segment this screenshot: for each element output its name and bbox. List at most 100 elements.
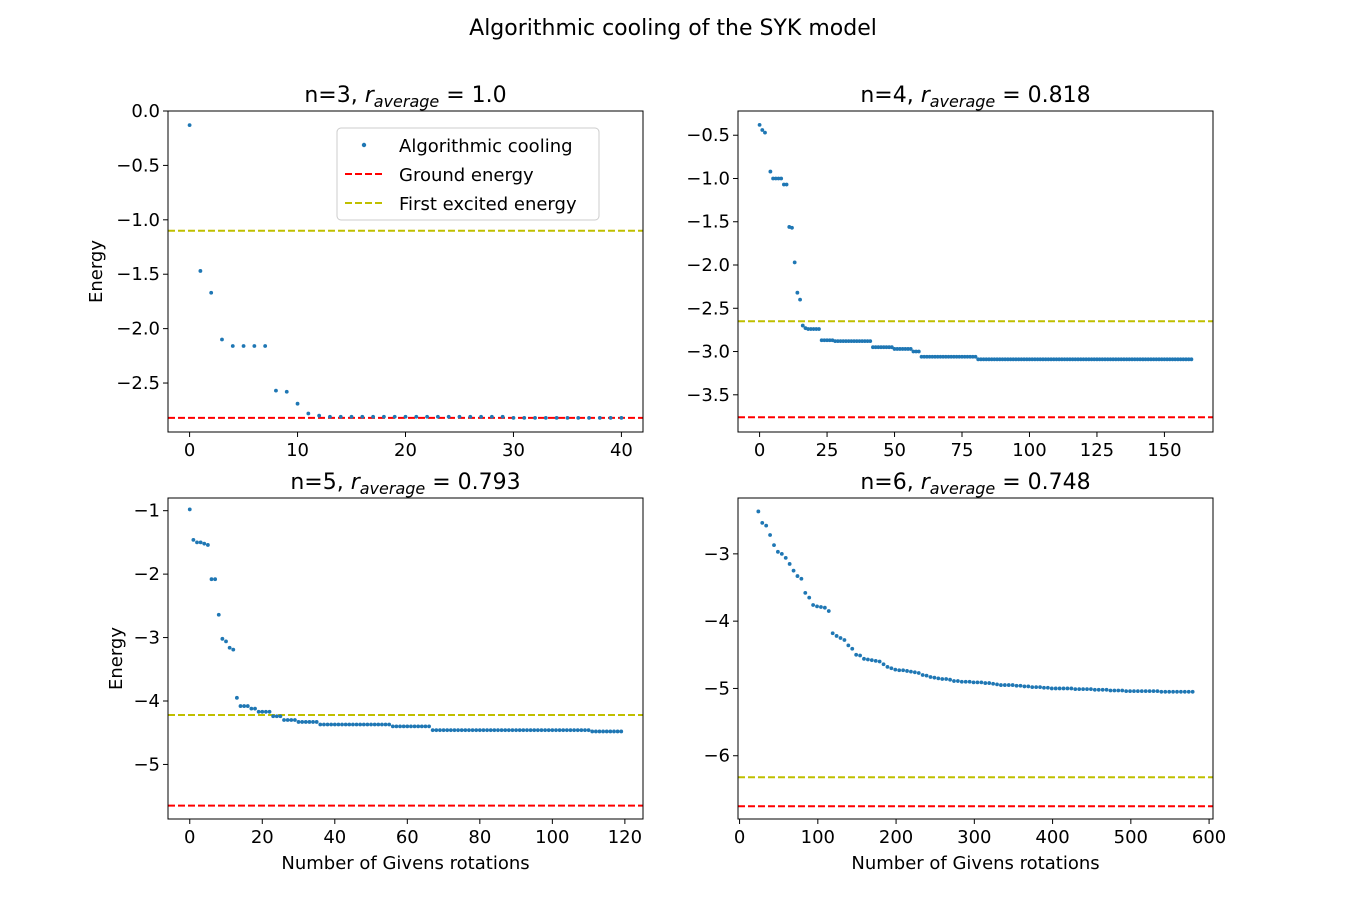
data-point (1077, 687, 1082, 692)
data-point (1154, 357, 1159, 362)
x-tick-label: 600 (1192, 827, 1226, 848)
data-point (1043, 357, 1048, 362)
data-point (318, 722, 323, 727)
x-tick-label: 0 (734, 827, 745, 848)
data-point (365, 722, 370, 727)
data-point (535, 728, 540, 733)
data-point (854, 339, 859, 344)
data-point (532, 728, 537, 733)
data-point (213, 577, 218, 582)
data-point (579, 728, 584, 733)
data-point (869, 658, 874, 663)
x-tick-label: 125 (1080, 440, 1114, 461)
data-point (1100, 687, 1105, 692)
data-point (963, 679, 968, 684)
data-point (791, 568, 796, 573)
y-tick-label: −1 (133, 501, 160, 522)
data-point (781, 182, 786, 187)
data-point (999, 683, 1003, 687)
data-point (590, 729, 595, 734)
data-point (238, 704, 243, 708)
data-point (858, 653, 862, 658)
data-point (278, 714, 283, 719)
data-point (881, 345, 886, 350)
data-point (1108, 688, 1113, 693)
y-tick-label: −2.5 (116, 373, 160, 394)
data-point (205, 543, 210, 547)
data-point (267, 709, 272, 714)
data-point (446, 414, 451, 419)
data-point (807, 595, 812, 600)
data-point (412, 724, 417, 729)
data-point (1184, 357, 1188, 362)
data-point (209, 577, 214, 582)
data-point (784, 182, 789, 187)
data-point (1005, 357, 1010, 362)
data-point (1000, 357, 1005, 362)
data-point (1132, 357, 1137, 362)
data-point (576, 415, 581, 420)
data-point (1073, 687, 1078, 692)
data-point (893, 667, 898, 672)
data-point (1159, 689, 1164, 694)
data-point (1073, 357, 1078, 362)
data-point (783, 555, 788, 560)
data-point (1138, 357, 1143, 362)
x-tick-label: 50 (883, 440, 906, 461)
data-point (1165, 357, 1170, 362)
data-point (868, 339, 873, 344)
data-point (905, 669, 909, 673)
data-point (427, 724, 431, 729)
legend-label: First excited energy (399, 194, 577, 215)
data-point (1095, 357, 1099, 362)
data-point (1024, 357, 1029, 362)
data-point (833, 339, 838, 344)
data-point (819, 338, 824, 343)
data-point (912, 670, 917, 675)
data-point (1186, 357, 1191, 362)
data-point (263, 344, 268, 348)
y-tick-label: −4 (133, 691, 160, 712)
data-point (452, 728, 457, 733)
data-point (943, 354, 948, 359)
data-point (565, 415, 570, 420)
subplot-grid: n=3, raverage = 1.0 0 10 20 30 40 0.0 −0.5 −1.0 −… (86, 83, 1226, 874)
data-point (849, 339, 854, 344)
data-point (948, 677, 952, 682)
legend-label: Algorithmic cooling (399, 136, 573, 157)
data-point (1127, 357, 1132, 362)
data-point (533, 415, 537, 420)
data-point (583, 728, 587, 733)
axes-frame (167, 497, 644, 820)
x-tick-label: 20 (251, 827, 274, 848)
data-point (756, 509, 761, 514)
data-point (1108, 357, 1113, 362)
data-point (1035, 357, 1040, 362)
data-point (925, 354, 929, 359)
data-point (572, 728, 577, 733)
data-point (922, 354, 927, 359)
data-point (825, 338, 829, 343)
data-point (220, 337, 224, 342)
data-point (973, 354, 978, 359)
data-point (959, 679, 964, 684)
data-point (955, 679, 960, 683)
data-point (803, 590, 808, 595)
data-point (779, 551, 784, 556)
data-point (1049, 686, 1054, 691)
data-point (1057, 357, 1062, 362)
x-axis-label: Number of Givens rotations (281, 853, 529, 874)
data-point (995, 357, 999, 362)
data-point (1112, 688, 1117, 693)
data-point (1022, 684, 1027, 689)
data-point (920, 673, 925, 677)
data-point (967, 679, 972, 684)
data-point (800, 323, 805, 328)
data-point (198, 269, 203, 273)
data-point (1171, 689, 1175, 694)
data-point (398, 724, 402, 729)
data-point (932, 675, 937, 680)
data-point (846, 339, 851, 344)
data-point (768, 169, 773, 174)
data-point (510, 728, 515, 733)
